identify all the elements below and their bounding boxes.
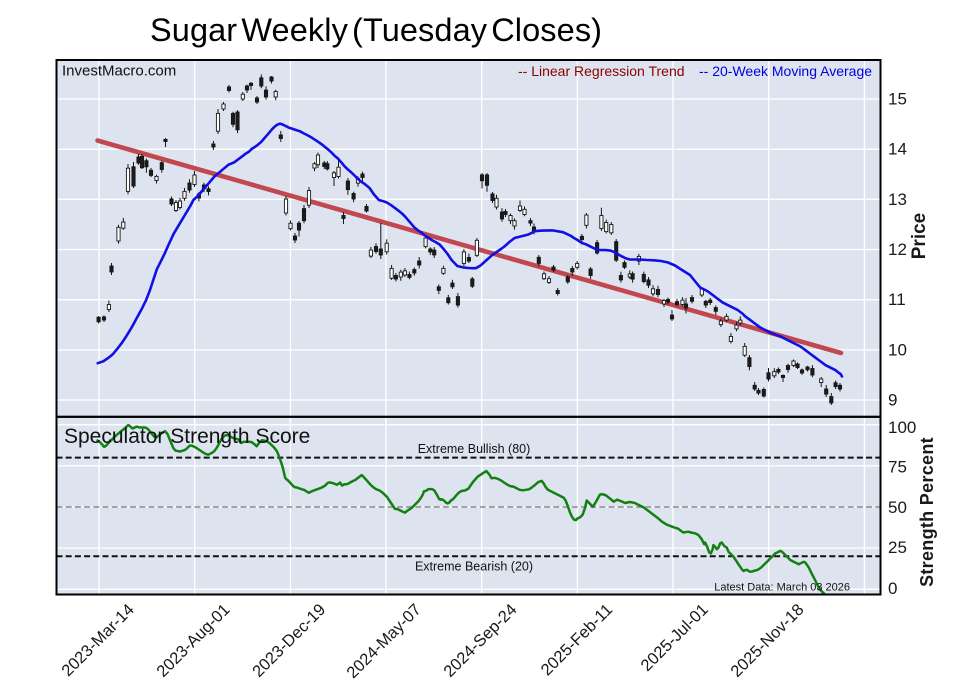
svg-text:Extreme Bearish (20): Extreme Bearish (20) [415,560,533,574]
svg-text:-- 20-Week Moving Average: -- 20-Week Moving Average [699,63,872,79]
svg-text:25: 25 [888,538,907,557]
svg-text:Speculator Strength Score: Speculator Strength Score [64,425,310,448]
svg-text:11: 11 [888,290,906,309]
svg-text:15: 15 [888,90,907,109]
svg-text:9: 9 [888,391,897,410]
svg-text:Strength Percent: Strength Percent [917,437,937,587]
svg-text:0: 0 [888,579,897,598]
svg-text:13: 13 [888,190,907,209]
svg-text:14: 14 [888,140,907,159]
svg-text:-- Linear Regression Trend: -- Linear Regression Trend [518,63,685,79]
svg-text:10: 10 [888,340,907,359]
svg-text:75: 75 [888,458,907,477]
svg-text:InvestMacro.com: InvestMacro.com [62,63,176,80]
svg-text:Latest Data: March 03 2026: Latest Data: March 03 2026 [714,582,850,594]
svg-text:100: 100 [888,418,916,437]
svg-text:Price: Price [909,213,930,259]
svg-text:Sugar Weekly (Tuesday Closes): Sugar Weekly (Tuesday Closes) [150,12,602,48]
svg-text:12: 12 [888,240,907,259]
svg-text:Extreme Bullish (80): Extreme Bullish (80) [418,442,531,456]
svg-text:50: 50 [888,498,907,517]
